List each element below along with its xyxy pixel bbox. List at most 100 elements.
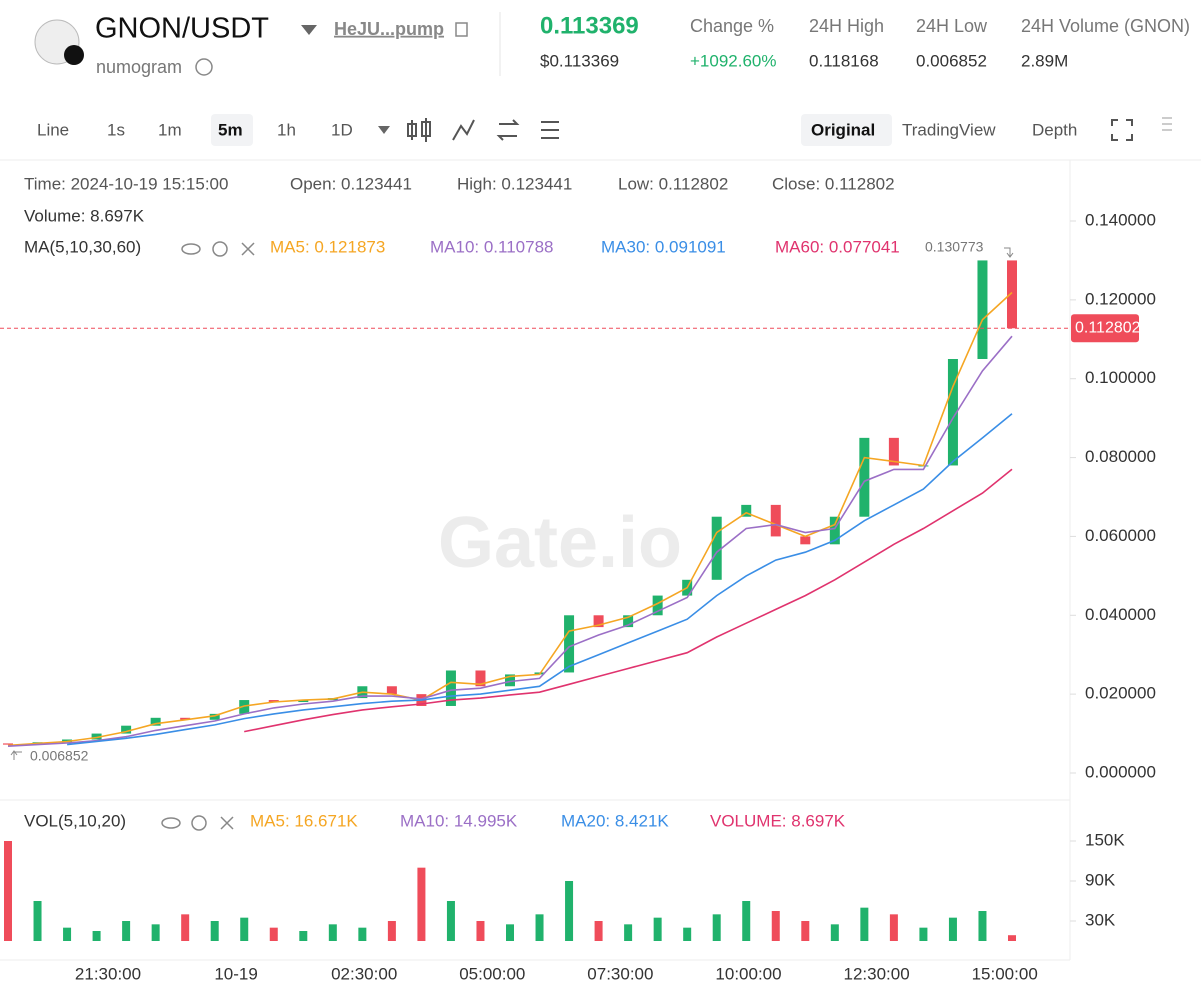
indicator-icon[interactable]	[452, 119, 475, 141]
volume-bar	[328, 924, 337, 941]
candle-body	[977, 260, 988, 359]
volume-bar	[919, 927, 928, 941]
vol-tick-label: 150K	[1085, 830, 1125, 849]
legend-icons	[161, 241, 255, 831]
x-tick-label: 07:30:00	[587, 964, 653, 983]
volume-bar	[33, 901, 42, 941]
volume-bar	[653, 917, 662, 941]
volume-bar	[771, 911, 780, 941]
active-view-bg	[801, 114, 892, 146]
candle-body	[711, 516, 722, 580]
x-tick-label: 15:00:00	[972, 964, 1038, 983]
view-button[interactable]: TradingView	[902, 120, 996, 139]
volume-bar	[476, 921, 485, 941]
last-price-tag: 0.112802	[1075, 319, 1141, 336]
volume-bar	[801, 921, 810, 941]
ma-line	[7, 291, 1013, 747]
volume-bar	[594, 921, 603, 941]
vol-title: VOL(5,10,20)	[24, 811, 126, 830]
volume-bar	[624, 924, 633, 941]
stat-label: 24H Volume (GNON)	[1021, 16, 1190, 36]
gear-icon[interactable]	[191, 815, 207, 831]
interval-button[interactable]: 1m	[158, 120, 182, 139]
tool-icons	[407, 117, 1172, 142]
active-interval-bg	[211, 114, 253, 146]
volume-bar	[122, 921, 131, 941]
last-price-usd: $0.113369	[540, 51, 619, 70]
candle-body	[209, 713, 220, 720]
copy-icon[interactable]	[455, 22, 468, 37]
menu-icon[interactable]	[1162, 117, 1172, 131]
interval-button[interactable]: 5m	[218, 120, 243, 139]
volume-bar	[506, 924, 514, 941]
candle-body	[829, 516, 840, 545]
candle-body	[386, 686, 397, 695]
volume-bar	[240, 917, 249, 941]
contract[interactable]: HeJU...pump	[334, 19, 444, 39]
volume-bar	[269, 927, 278, 941]
candle-body	[91, 733, 102, 740]
pair-dropdown[interactable]	[301, 25, 317, 35]
ma-legend: MA10: 0.110788	[430, 237, 554, 256]
stat-label: 24H Low	[916, 16, 988, 36]
candle-body	[268, 700, 279, 703]
x-tick-label: 02:30:00	[331, 964, 397, 983]
x-tick-label: 12:30:00	[844, 964, 910, 983]
volume-bar	[889, 914, 898, 941]
x-tick-label: 10:00:00	[715, 964, 781, 983]
volume-bar	[151, 924, 160, 941]
candle-body	[1007, 260, 1017, 329]
y-tick-label: 0.140000	[1085, 210, 1156, 229]
close-icon[interactable]	[220, 816, 234, 830]
candle-body	[239, 700, 250, 714]
vol-legend: VOLUME: 8.697K	[710, 811, 846, 830]
min-arrow	[10, 750, 22, 760]
interval-button[interactable]: Line	[37, 120, 69, 139]
volume-bar	[535, 914, 544, 941]
interval-dropdown[interactable]	[378, 126, 390, 134]
candle-icon[interactable]	[407, 118, 431, 142]
price-chart: Time: 2024-10-19 15:15:00 Open: 0.123441 H…	[0, 174, 1156, 983]
candle-body	[475, 670, 486, 687]
interval-button[interactable]: 1s	[107, 120, 125, 139]
y-tick-label: 0.120000	[1085, 289, 1156, 308]
settings-icon[interactable]	[541, 121, 559, 139]
eye-icon[interactable]	[181, 243, 201, 255]
token-name: numogram	[96, 57, 182, 77]
ohlc-info: Close: 0.112802	[772, 174, 895, 193]
candle-body	[180, 717, 191, 720]
chain-badge	[64, 45, 84, 65]
volume-bar	[387, 921, 396, 941]
info-icon[interactable]	[195, 58, 213, 76]
vol-legend: MA5: 16.671K	[250, 811, 358, 830]
view-button[interactable]: Depth	[1032, 120, 1077, 139]
volume-bar	[565, 881, 574, 941]
ma-line	[7, 335, 1013, 747]
stat-label: Change %	[690, 16, 774, 36]
volume-bar	[181, 914, 190, 941]
fullscreen-icon[interactable]	[1111, 119, 1133, 141]
stats: Change % +1092.60% 24H High 0.118168 24H Low…	[690, 16, 1190, 71]
candle-body	[800, 536, 811, 545]
y-tick-label: 0.000000	[1085, 762, 1156, 781]
view-button[interactable]: Original	[811, 120, 875, 139]
volume-bar	[299, 931, 308, 941]
min-marker: 0.006852	[30, 748, 89, 764]
candle-body	[888, 437, 899, 466]
swap-icon[interactable]	[496, 119, 520, 141]
volume-bar	[712, 914, 721, 941]
x-tick-label: 05:00:00	[459, 964, 525, 983]
y-tick-label: 0.100000	[1085, 368, 1156, 387]
eye-icon[interactable]	[161, 817, 181, 829]
pair: GNON/USDT	[95, 13, 269, 45]
volume-bar	[92, 931, 101, 941]
interval-button[interactable]: 1D	[331, 120, 353, 139]
volume-bar	[978, 911, 987, 941]
interval-button[interactable]: 1h	[277, 120, 296, 139]
volume-bar	[860, 907, 869, 941]
last-price: 0.113369	[540, 12, 639, 39]
gear-icon[interactable]	[212, 241, 228, 257]
close-icon[interactable]	[241, 242, 255, 256]
volume-bar	[358, 927, 367, 941]
